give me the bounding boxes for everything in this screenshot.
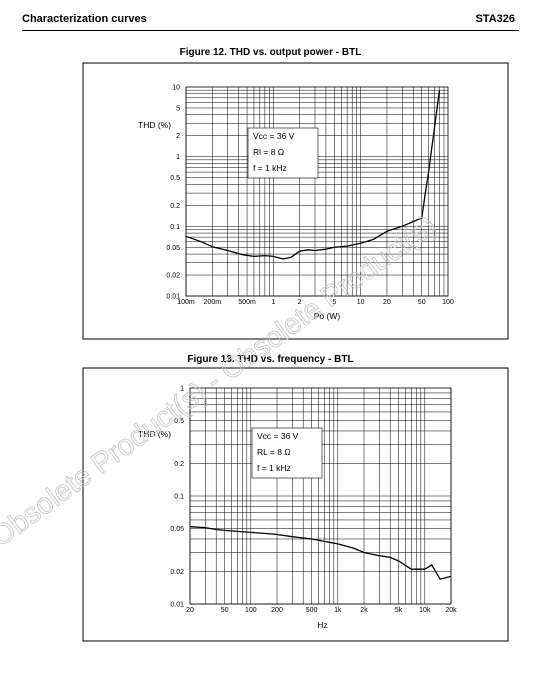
- x-axis-label: Po (W): [314, 311, 341, 321]
- y-tick-label: 0.2: [170, 203, 180, 210]
- x-tick-label: 10k: [419, 607, 431, 614]
- x-tick-label: 20: [383, 299, 391, 306]
- figure-13-title: Figure 13. THD vs. frequency - BTL: [187, 354, 354, 365]
- x-tick-label: 10: [357, 299, 365, 306]
- x-tick-label: 1: [271, 299, 275, 306]
- section-title: Characterization curves: [22, 13, 147, 25]
- conditions-box: [247, 127, 319, 179]
- x-tick-label: 200m: [204, 299, 222, 306]
- conditions-box: [251, 427, 323, 479]
- x-tick-label: 5k: [395, 607, 403, 614]
- y-tick-label: 0.05: [166, 245, 180, 252]
- y-tick-label: 2: [176, 133, 180, 140]
- x-tick-label: 100: [442, 299, 454, 306]
- condition-label: Vcc = 36 V: [253, 131, 295, 141]
- x-tick-label: 500m: [238, 299, 256, 306]
- y-tick-label: 0.2: [174, 461, 184, 468]
- grid: [189, 388, 452, 605]
- x-tick-label: 50: [221, 607, 229, 614]
- plot-area: [189, 387, 452, 605]
- condition-label: f = 1 kHz: [253, 163, 287, 173]
- y-tick-label: 0.1: [170, 224, 180, 231]
- x-tick-label: 1k: [334, 607, 342, 614]
- y-tick-label: 0.02: [170, 569, 184, 576]
- y-tick-label: 0.5: [170, 175, 180, 182]
- y-tick-label: 0.01: [170, 602, 184, 609]
- figure-frame: [82, 62, 509, 340]
- x-tick-label: 50: [418, 299, 426, 306]
- figure-frame: [82, 367, 509, 642]
- document-id: STA326: [475, 13, 515, 25]
- chart-12: 100m 200m 500m 1 2 5 10 20 50 100 0.01 0.02 0.05 0.1 0…: [82, 62, 509, 340]
- x-tick-label: 100m: [177, 299, 195, 306]
- chart-13: 20 50 100 200 500 1k 2k 5k 10k 20k 0.01 0.02 0.05 0.1…: [82, 367, 509, 642]
- y-tick-label: 1: [176, 154, 180, 161]
- figure-12-title: Figure 12. THD vs. output power - BTL: [179, 47, 362, 58]
- y-tick-label: 0.5: [174, 418, 184, 425]
- y-tick-label: 0.01: [166, 294, 180, 301]
- header-divider: [22, 30, 519, 31]
- y-tick-label: 10: [172, 85, 180, 92]
- thd-curve: [189, 526, 452, 580]
- x-tick-label: 2k: [360, 607, 368, 614]
- y-axis-label: THD (%): [138, 120, 171, 130]
- y-axis-label: THD (%): [138, 429, 171, 439]
- x-tick-label: 20: [186, 607, 194, 614]
- thd-curve: [185, 90, 441, 260]
- y-tick-label: 0.05: [170, 526, 184, 533]
- x-tick-label: 20k: [445, 607, 457, 614]
- condition-label: Vcc = 36 V: [257, 431, 299, 441]
- x-tick-label: 5: [332, 299, 336, 306]
- x-tick-label: 100: [245, 607, 257, 614]
- condition-label: RL = 8 Ω: [257, 447, 291, 457]
- y-tick-label: 0.02: [166, 273, 180, 280]
- x-tick-label: 2: [298, 299, 302, 306]
- y-tick-label: 0.1: [174, 494, 184, 501]
- x-tick-label: 500: [306, 607, 318, 614]
- x-axis-label: Hz: [317, 620, 327, 630]
- y-tick-label: 1: [180, 386, 184, 393]
- condition-label: Rl = 8 Ω: [253, 147, 284, 157]
- condition-label: f = 1 kHz: [257, 463, 291, 473]
- grid: [185, 87, 448, 297]
- y-tick-label: 5: [176, 105, 180, 112]
- plot-area: [185, 86, 449, 297]
- x-tick-label: 200: [271, 607, 283, 614]
